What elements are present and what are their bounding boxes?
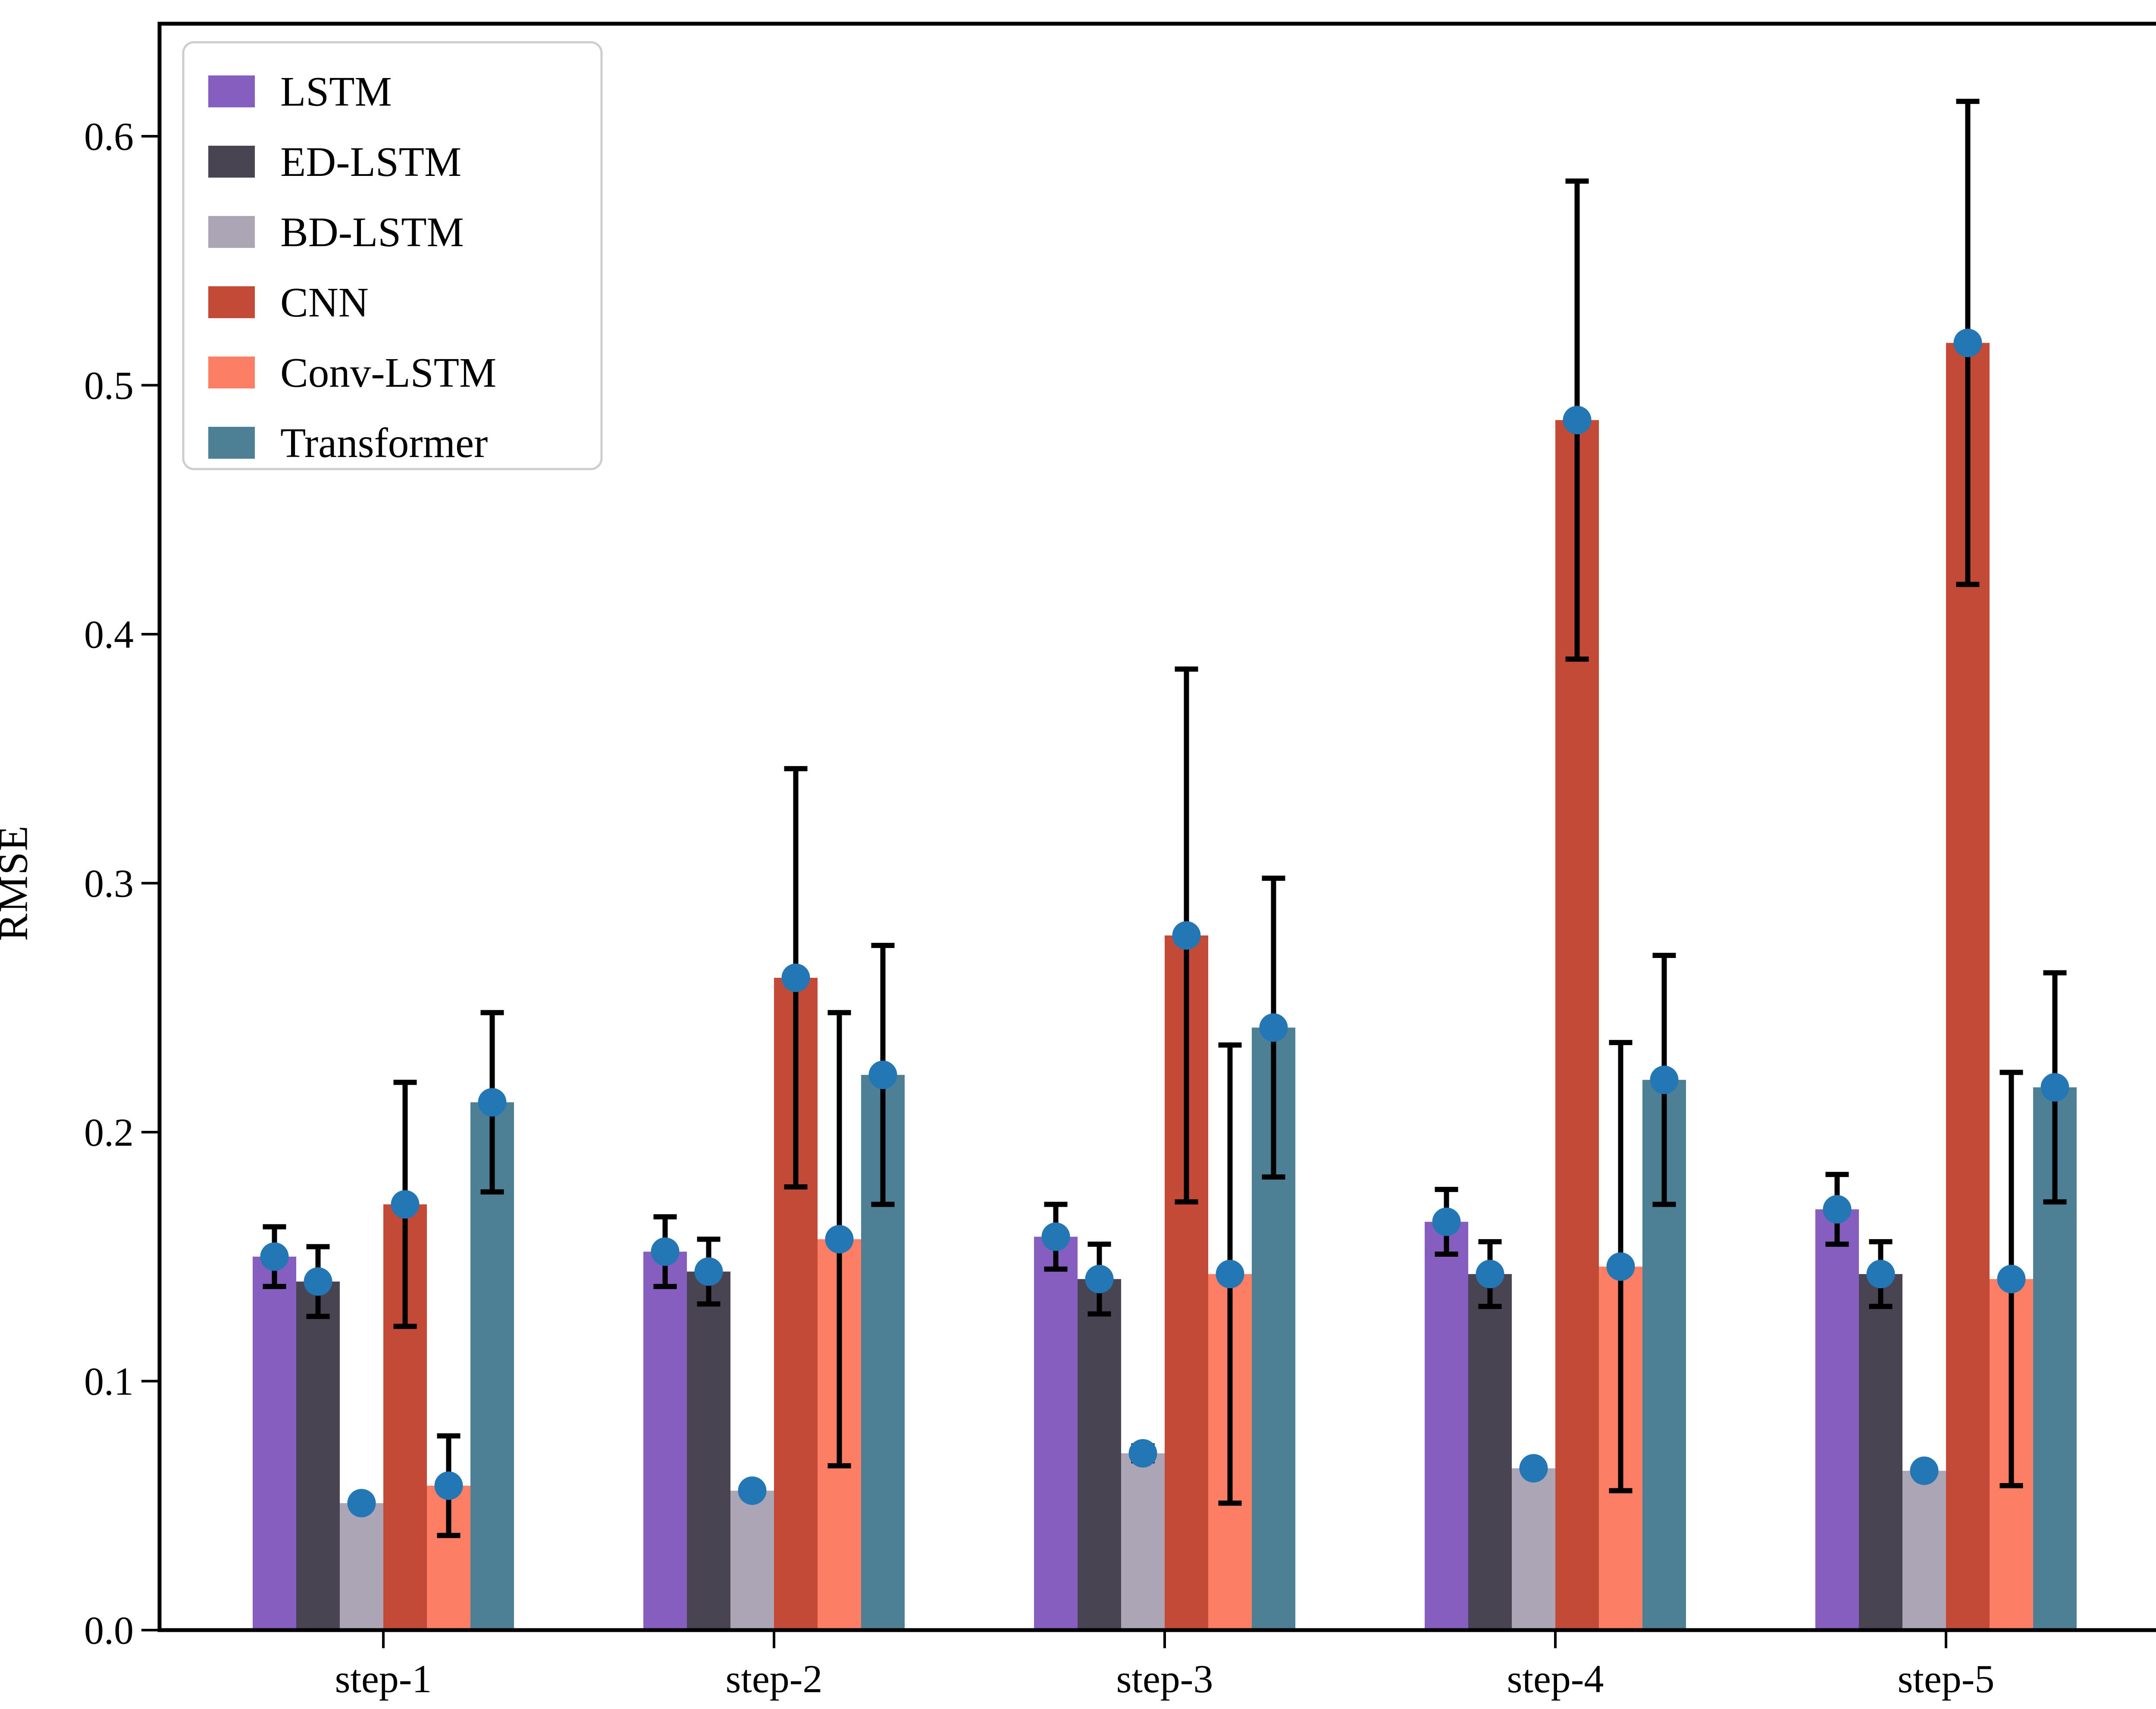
legend-swatch-LSTM bbox=[208, 75, 255, 107]
y-tick-label-0.6: 0.6 bbox=[84, 114, 134, 158]
marker-BD-LSTM-step-4 bbox=[1519, 1454, 1548, 1483]
marker-LSTM-step-2 bbox=[651, 1237, 680, 1266]
marker-ED-LSTM-step-3 bbox=[1085, 1265, 1114, 1293]
legend-label-Transformer: Transformer bbox=[280, 420, 488, 466]
marker-BD-LSTM-step-5 bbox=[1910, 1456, 1939, 1485]
legend-swatch-Conv-LSTM bbox=[208, 357, 255, 388]
x-tick-label-step-2: step-2 bbox=[726, 1657, 823, 1701]
bar-ED-LSTM-step-4 bbox=[1468, 1274, 1512, 1630]
marker-Transformer-step-1 bbox=[478, 1088, 507, 1117]
bar-BD-LSTM-step-3 bbox=[1121, 1453, 1165, 1630]
bar-ED-LSTM-step-5 bbox=[1859, 1274, 1902, 1630]
x-tick-label-step-1: step-1 bbox=[335, 1657, 432, 1701]
marker-ED-LSTM-step-4 bbox=[1476, 1260, 1504, 1289]
plot-border bbox=[157, 22, 2156, 1632]
y-tick-label-0.1: 0.1 bbox=[84, 1359, 134, 1403]
marker-CNN-step-3 bbox=[1172, 921, 1201, 950]
legend-swatch-BD-LSTM bbox=[208, 216, 255, 248]
y-axis-label: RMSE bbox=[0, 825, 36, 941]
y-tick-label-0.2: 0.2 bbox=[84, 1110, 134, 1154]
marker-Conv-LSTM-step-5 bbox=[1997, 1265, 2026, 1293]
legend-swatch-ED-LSTM bbox=[208, 146, 255, 178]
marker-LSTM-step-3 bbox=[1041, 1222, 1070, 1251]
marker-ED-LSTM-step-1 bbox=[304, 1267, 332, 1296]
x-tick-label-step-3: step-3 bbox=[1116, 1657, 1213, 1701]
y-tick-label-0.4: 0.4 bbox=[84, 612, 134, 656]
marker-CNN-step-1 bbox=[391, 1190, 420, 1219]
marker-ED-LSTM-step-2 bbox=[694, 1257, 723, 1286]
legend-label-BD-LSTM: BD-LSTM bbox=[280, 209, 464, 255]
bar-LSTM-step-4 bbox=[1425, 1221, 1468, 1630]
marker-CNN-step-4 bbox=[1563, 406, 1592, 435]
legend-label-Conv-LSTM: Conv-LSTM bbox=[280, 350, 496, 396]
marker-Conv-LSTM-step-4 bbox=[1606, 1252, 1635, 1281]
marker-Conv-LSTM-step-3 bbox=[1216, 1260, 1244, 1289]
legend-swatch-CNN bbox=[208, 286, 255, 318]
marker-LSTM-step-5 bbox=[1823, 1195, 1852, 1224]
bar-LSTM-step-2 bbox=[643, 1252, 687, 1630]
marker-CNN-step-5 bbox=[1953, 329, 1982, 357]
bar-LSTM-step-1 bbox=[253, 1256, 296, 1630]
marker-Transformer-step-3 bbox=[1259, 1013, 1288, 1042]
marker-LSTM-step-1 bbox=[260, 1242, 289, 1271]
y-tick-label-0.3: 0.3 bbox=[84, 861, 134, 905]
marker-LSTM-step-4 bbox=[1432, 1207, 1461, 1236]
x-tick-label-step-5: step-5 bbox=[1898, 1657, 1995, 1701]
legend-label-ED-LSTM: ED-LSTM bbox=[280, 139, 461, 185]
legend-label-LSTM: LSTM bbox=[280, 69, 392, 115]
marker-BD-LSTM-step-3 bbox=[1128, 1439, 1157, 1468]
marker-Conv-LSTM-step-1 bbox=[434, 1471, 463, 1500]
legend-swatch-Transformer bbox=[208, 427, 255, 459]
marker-CNN-step-2 bbox=[781, 963, 810, 992]
marker-Transformer-step-4 bbox=[1650, 1065, 1679, 1094]
legend-box bbox=[182, 41, 603, 470]
marker-Transformer-step-2 bbox=[868, 1061, 897, 1089]
marker-Transformer-step-5 bbox=[2040, 1073, 2069, 1102]
marker-Conv-LSTM-step-2 bbox=[825, 1225, 854, 1254]
bar-ED-LSTM-step-2 bbox=[687, 1271, 730, 1630]
bar-ED-LSTM-step-3 bbox=[1078, 1279, 1121, 1630]
x-tick-label-step-4: step-4 bbox=[1507, 1657, 1604, 1701]
bar-BD-LSTM-step-5 bbox=[1902, 1471, 1946, 1630]
y-tick-label-0.5: 0.5 bbox=[84, 363, 134, 407]
marker-BD-LSTM-step-1 bbox=[347, 1489, 376, 1518]
bar-BD-LSTM-step-4 bbox=[1512, 1468, 1555, 1630]
marker-ED-LSTM-step-5 bbox=[1866, 1260, 1895, 1289]
bar-LSTM-step-5 bbox=[1815, 1209, 1859, 1630]
bar-BD-LSTM-step-2 bbox=[730, 1490, 774, 1630]
bar-ED-LSTM-step-1 bbox=[296, 1281, 340, 1630]
marker-BD-LSTM-step-2 bbox=[738, 1476, 767, 1505]
bar-BD-LSTM-step-1 bbox=[340, 1503, 383, 1630]
legend-label-CNN: CNN bbox=[280, 279, 369, 326]
y-tick-label-0.0: 0.0 bbox=[84, 1608, 134, 1652]
bar-LSTM-step-3 bbox=[1034, 1236, 1078, 1630]
